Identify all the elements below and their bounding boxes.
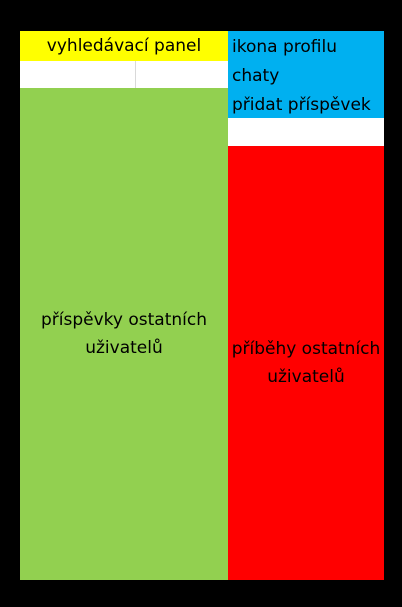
stories-area-line-1: příběhy ostatních	[231, 339, 381, 359]
stories-area-block: příběhy ostatních uživatelů	[228, 146, 384, 580]
add-post-label: přidat příspěvek	[232, 95, 371, 115]
search-panel-block: vyhledávací panel	[20, 31, 228, 61]
right-spacer-block	[228, 118, 384, 146]
search-panel-label: vyhledávací panel	[46, 36, 202, 56]
chats-label: chaty	[232, 66, 280, 86]
posts-area-line-1: příspěvky ostatních	[41, 310, 207, 330]
profile-icon-label: ikona profilu	[232, 37, 337, 57]
stories-area-text: příběhy ostatních uživatelů	[232, 335, 381, 391]
posts-area-line-2: uživatelů	[85, 338, 163, 358]
stories-area-line-2: uživatelů	[267, 367, 345, 387]
right-menu-block: ikona profilu chaty přidat příspěvek	[228, 31, 384, 118]
posts-area-text: příspěvky ostatních uživatelů	[41, 306, 207, 362]
spacer-divider	[135, 61, 136, 88]
posts-area-block: příspěvky ostatních uživatelů	[20, 88, 228, 580]
left-spacer-block	[20, 61, 228, 88]
